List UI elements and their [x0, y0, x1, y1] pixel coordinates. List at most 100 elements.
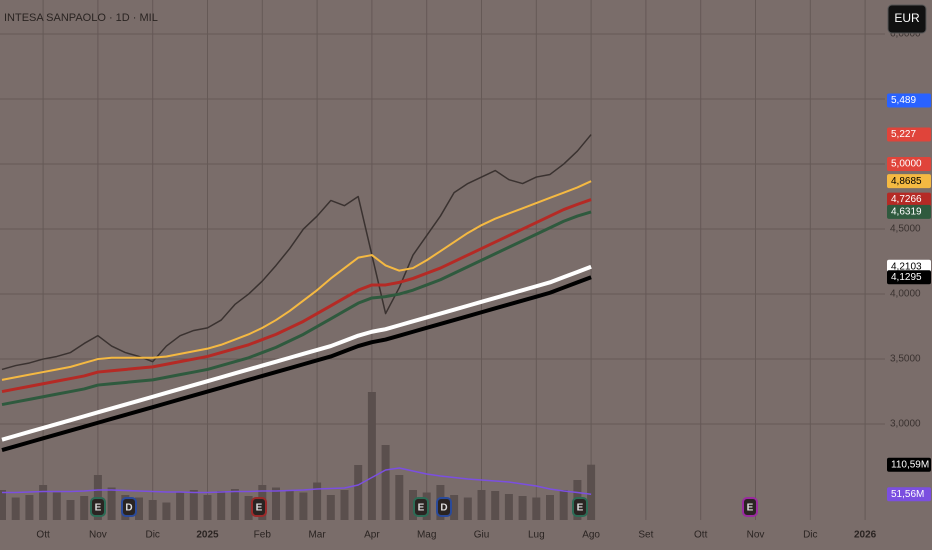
price-tag: [887, 457, 931, 472]
x-tick-label: Ott: [694, 530, 708, 541]
x-tick-label: Feb: [254, 530, 272, 541]
price-tag: [887, 259, 931, 274]
event-badge: [572, 497, 588, 517]
volume-bar: [354, 465, 363, 520]
x-tick-label: Mar: [308, 530, 326, 541]
volume-bar: [189, 490, 198, 520]
volume-bar: [326, 495, 335, 520]
volume-bar: [230, 489, 239, 520]
volume-bar: [25, 495, 34, 520]
volume-bar: [135, 497, 143, 520]
event-label: E: [747, 503, 754, 514]
event-badge: [413, 497, 429, 517]
y-tick-label: 3,5000: [890, 354, 921, 365]
volume-bar: [381, 445, 390, 520]
x-tick-label: Giu: [474, 530, 490, 541]
volume-bar: [463, 497, 472, 520]
volume-bar: [285, 490, 294, 520]
event-label: D: [440, 503, 447, 514]
volume-bar: [11, 497, 20, 520]
volume-ma-line: [2, 467, 592, 495]
volume-bar: [176, 492, 185, 520]
price-tag-label: 4,2103: [891, 261, 922, 272]
series-line: [1, 134, 592, 371]
price-tag: [887, 487, 931, 502]
price-tag: [887, 192, 931, 207]
volume-bar: [203, 495, 212, 520]
price-tag-label: 4,7266: [891, 194, 922, 205]
volume-bar: [340, 490, 349, 520]
x-tick-label: Nov: [89, 530, 107, 541]
volume-bar: [148, 500, 157, 520]
event-label: E: [418, 503, 425, 514]
x-tick-label: Nov: [747, 530, 765, 541]
price-tag-label: 5,0000: [891, 159, 922, 170]
volume-bar: [162, 502, 171, 520]
volume-bar: [367, 392, 376, 520]
volume-bar: [80, 496, 89, 520]
volume-bar: [66, 500, 75, 520]
x-tick-label: Dic: [145, 530, 159, 541]
currency-button[interactable]: [887, 4, 927, 34]
volume-bar: [244, 496, 253, 520]
price-tag-label: 4,6319: [891, 207, 922, 218]
volume-bar: [450, 495, 459, 520]
event-badge: [121, 497, 137, 517]
y-tick-label: 3,0000: [890, 419, 921, 430]
event-label: E: [95, 503, 102, 514]
series-line: [1, 180, 592, 381]
y-tick-label: 4,0000: [890, 289, 921, 300]
price-tag: [887, 204, 931, 219]
event-badge: [90, 497, 106, 517]
x-tick-label: Set: [638, 530, 653, 541]
volume-bar: [504, 494, 513, 520]
price-tag-label: 5,227: [891, 129, 916, 140]
volume-bar: [272, 487, 280, 520]
price-tag: [887, 93, 931, 108]
series-line: [1, 264, 592, 442]
event-label: E: [577, 503, 584, 514]
volume-bar: [395, 475, 404, 520]
event-label: D: [125, 503, 132, 514]
price-tag: [887, 157, 931, 172]
volume-bar: [39, 485, 48, 520]
volume-bar: [546, 495, 554, 520]
series-line: [1, 198, 592, 394]
x-tick-label: Ago: [582, 530, 600, 541]
volume-bar: [217, 491, 226, 520]
volume-bar: [52, 492, 61, 520]
event-badge: [251, 497, 267, 517]
event-badge: [742, 497, 758, 517]
x-tick-label: Dic: [803, 530, 817, 541]
y-tick-label: 4,5000: [890, 224, 921, 235]
price-tag-label: 5,489: [891, 95, 916, 106]
currency-label[interactable]: EUR: [894, 11, 920, 25]
x-tick-label: Apr: [364, 530, 380, 541]
series-line: [1, 275, 592, 452]
price-tag-label: 4,1295: [891, 272, 922, 283]
price-tag-label: 110,59M: [891, 459, 929, 470]
series-line: [1, 210, 592, 407]
volume-bar: [559, 490, 568, 520]
volume-bar: [477, 490, 486, 520]
event-badge: [436, 497, 452, 517]
volume-bar: [518, 496, 527, 520]
event-label: E: [256, 503, 263, 514]
x-tick-label: Lug: [528, 530, 545, 541]
volume-bar: [107, 487, 116, 520]
y-tick-label: 6,0000: [890, 29, 921, 40]
x-tick-label: Mag: [417, 530, 436, 541]
volume-bar: [313, 482, 322, 520]
volume-bar: [491, 491, 500, 520]
price-tag: [887, 270, 931, 285]
x-tick-label: 2026: [854, 530, 877, 541]
chart-title: INTESA SANPAOLO · 1D · MIL: [4, 12, 158, 24]
x-tick-label: 2025: [196, 530, 219, 541]
volume-bar: [0, 490, 6, 520]
volume-bar: [532, 497, 541, 520]
price-tag-label: 51,56M: [891, 489, 924, 500]
volume-bar: [299, 492, 308, 520]
price-tag: [887, 174, 931, 189]
